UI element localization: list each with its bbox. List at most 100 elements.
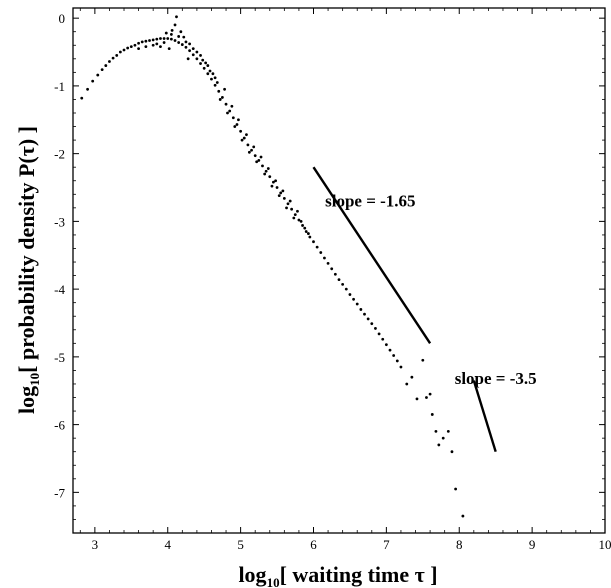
data-point bbox=[330, 267, 334, 271]
x-tick-label: 6 bbox=[310, 537, 317, 552]
data-point bbox=[323, 256, 326, 260]
data-point bbox=[217, 89, 221, 93]
data-point bbox=[250, 148, 253, 152]
data-point bbox=[195, 50, 199, 54]
data-point bbox=[108, 60, 111, 63]
data-point bbox=[392, 354, 396, 357]
data-point bbox=[184, 40, 188, 44]
x-tick-label: 3 bbox=[92, 537, 99, 552]
data-point bbox=[182, 35, 186, 39]
annotations: slope = -1.65 slope = -3.5 bbox=[312, 166, 537, 453]
data-point bbox=[285, 206, 288, 210]
data-point bbox=[151, 38, 155, 42]
data-point bbox=[188, 42, 192, 46]
data-point bbox=[363, 312, 366, 316]
data-point bbox=[319, 251, 323, 254]
data-point bbox=[206, 72, 210, 76]
data-point bbox=[242, 136, 246, 140]
data-point bbox=[206, 64, 210, 67]
data-point bbox=[277, 194, 281, 198]
data-point bbox=[290, 207, 294, 211]
data-point bbox=[144, 45, 148, 49]
y-tick-label: -5 bbox=[54, 350, 65, 365]
data-point bbox=[226, 111, 229, 115]
data-point bbox=[296, 209, 299, 213]
data-point bbox=[293, 213, 297, 217]
data-point bbox=[162, 37, 166, 40]
data-point bbox=[162, 41, 166, 44]
data-point bbox=[270, 184, 274, 188]
data-point bbox=[166, 37, 170, 40]
data-point bbox=[272, 180, 275, 184]
data-point bbox=[184, 45, 188, 49]
data-point bbox=[169, 33, 173, 36]
data-point bbox=[155, 37, 159, 41]
data-point bbox=[257, 159, 261, 162]
data-point bbox=[201, 58, 205, 62]
data-point bbox=[355, 302, 359, 306]
data-point bbox=[137, 41, 140, 45]
data-point bbox=[366, 317, 370, 321]
data-point bbox=[268, 175, 272, 179]
data-point bbox=[264, 169, 268, 173]
data-point bbox=[155, 42, 159, 46]
data-point bbox=[315, 245, 319, 249]
data-point bbox=[199, 54, 202, 57]
data-point bbox=[100, 68, 104, 72]
data-point bbox=[454, 487, 458, 491]
data-point bbox=[306, 232, 310, 235]
x-tick-label: 5 bbox=[237, 537, 244, 552]
data-point bbox=[167, 47, 171, 51]
data-point bbox=[450, 450, 454, 454]
data-point bbox=[344, 287, 348, 291]
data-point bbox=[281, 189, 285, 193]
data-point bbox=[151, 43, 155, 47]
data-point bbox=[233, 125, 237, 128]
data-point bbox=[195, 57, 199, 61]
data-point bbox=[374, 327, 377, 330]
data-point bbox=[275, 186, 279, 189]
data-point bbox=[144, 39, 148, 43]
plot-frame bbox=[72, 7, 606, 534]
data-point bbox=[246, 143, 250, 147]
x-axis-title-main: [ waiting time τ ] bbox=[280, 562, 438, 587]
data-point bbox=[170, 28, 174, 32]
data-point bbox=[129, 45, 133, 49]
x-tick-label: 9 bbox=[529, 537, 536, 552]
data-point bbox=[308, 235, 312, 239]
data-point bbox=[359, 308, 363, 311]
data-point bbox=[348, 293, 352, 296]
data-point bbox=[395, 359, 399, 363]
data-point bbox=[180, 43, 184, 46]
data-point bbox=[399, 365, 403, 369]
y-tick-label: -6 bbox=[54, 418, 65, 433]
data-point bbox=[202, 66, 206, 70]
data-point bbox=[179, 30, 183, 34]
data-point bbox=[115, 54, 119, 57]
data-point bbox=[245, 133, 248, 137]
data-point bbox=[164, 31, 168, 35]
data-point bbox=[231, 116, 235, 120]
data-point bbox=[333, 272, 337, 276]
data-point bbox=[261, 164, 264, 168]
data-point bbox=[247, 150, 251, 154]
data-point bbox=[255, 160, 259, 164]
data-point bbox=[428, 392, 432, 396]
data-point bbox=[111, 56, 115, 60]
data-point bbox=[188, 49, 192, 53]
x-tick-label: 8 bbox=[456, 537, 463, 552]
data-point bbox=[299, 219, 303, 223]
data-point bbox=[169, 37, 173, 41]
x-tick-label: 4 bbox=[164, 537, 171, 552]
data-point bbox=[337, 278, 341, 282]
data-point bbox=[304, 230, 308, 233]
data-point bbox=[430, 413, 434, 416]
data-point bbox=[199, 62, 202, 65]
data-point bbox=[118, 50, 122, 54]
slope-line bbox=[312, 166, 432, 344]
data-point bbox=[446, 429, 450, 433]
data-point bbox=[292, 216, 296, 220]
data-point bbox=[263, 172, 267, 176]
data-point bbox=[223, 87, 226, 91]
data-point bbox=[239, 129, 243, 133]
